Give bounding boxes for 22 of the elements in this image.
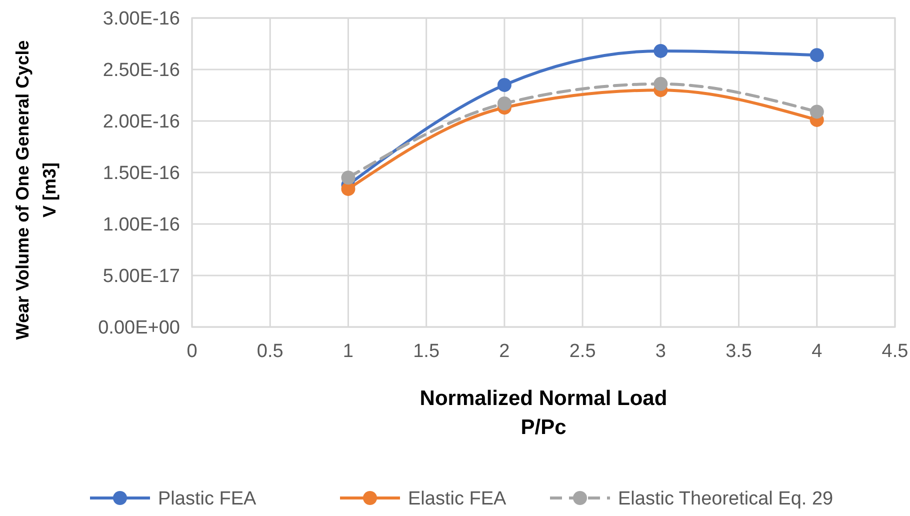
legend-label: Plastic FEA bbox=[158, 488, 257, 510]
x-tick-label: 2.5 bbox=[569, 341, 596, 362]
y-tick-label: 5.00E-17 bbox=[102, 266, 180, 288]
y-tick-label: 0.00E+00 bbox=[98, 318, 180, 339]
x-tick-label: 2 bbox=[499, 341, 510, 362]
x-tick-label: 3.5 bbox=[726, 341, 752, 362]
x-tick-label: 3 bbox=[655, 341, 666, 362]
x-tick-label: 0.5 bbox=[256, 341, 284, 362]
y-tick-label: 2.50E-16 bbox=[102, 60, 180, 82]
y-tick-label: 1.00E-16 bbox=[102, 214, 180, 236]
legend-label: Elastic Theoretical Eq. 29 bbox=[618, 488, 834, 510]
x-tick-label: 4 bbox=[812, 341, 823, 362]
x-axis-title: Normalized Normal Load P/Pc bbox=[420, 387, 668, 439]
x-tick-label: 1.5 bbox=[413, 341, 440, 362]
y-tick-label: 2.00E-16 bbox=[102, 112, 180, 133]
y-tick-label: 3.00E-16 bbox=[102, 8, 180, 30]
legend-label: Elastic FEA bbox=[408, 488, 507, 510]
y-axis-title: Wear Volume of One General Cycle V [m3] bbox=[12, 40, 60, 340]
x-tick-label: 4.5 bbox=[882, 341, 908, 362]
y-tick-label: 1.50E-16 bbox=[102, 163, 180, 184]
x-tick-label: 0 bbox=[186, 341, 198, 362]
x-tick-label: 1 bbox=[342, 341, 354, 362]
